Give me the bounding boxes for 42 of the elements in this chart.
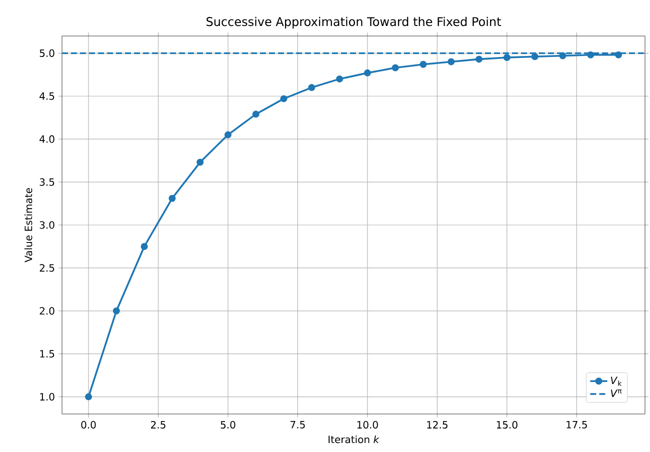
point <box>112 307 120 314</box>
point <box>252 110 260 118</box>
point <box>168 194 176 202</box>
x-tick-label: 7.5 <box>290 421 305 428</box>
point <box>420 60 427 68</box>
point <box>587 51 594 58</box>
y-tick-label: 4.0 <box>40 135 54 143</box>
y-tick-label: 3.0 <box>40 221 54 229</box>
y-tick-label: 1.5 <box>40 350 54 358</box>
point <box>531 53 538 60</box>
x-tick-label: 0.0 <box>81 421 96 429</box>
y-tick-label: 2.5 <box>40 264 54 272</box>
point <box>336 75 344 82</box>
x-axis-title: Iteration k <box>328 435 380 444</box>
x-tick-label: 15.0 <box>496 421 518 429</box>
point <box>559 52 566 60</box>
y-tick-label: 1.0 <box>40 393 54 401</box>
point <box>224 131 232 138</box>
point <box>448 58 455 66</box>
point <box>196 158 204 166</box>
point <box>85 393 92 400</box>
x-tick-label: 5.0 <box>220 421 236 429</box>
x-tick-label: 2.5 <box>151 421 166 429</box>
x-tick-label: 10.0 <box>357 421 378 429</box>
point <box>392 64 399 72</box>
y-tick-label: 3.5 <box>40 178 54 186</box>
point <box>140 242 148 250</box>
legend-label: V$^{π}$ <box>610 389 622 397</box>
y-tick-label: 4.5 <box>40 92 54 100</box>
chart-title: Successive Approximation Toward the Fixed Point <box>206 16 501 28</box>
legend-label: V$_{k}$ <box>610 376 622 386</box>
y-tick-label: 5.0 <box>40 49 54 57</box>
point <box>308 84 316 92</box>
x-tick-label: 17.5 <box>566 421 587 428</box>
point <box>476 56 483 63</box>
point <box>280 95 288 102</box>
x-tick-label: 12.5 <box>427 421 448 429</box>
point <box>364 69 371 76</box>
y-tick-label: 2.0 <box>40 307 54 315</box>
point <box>503 54 510 61</box>
point <box>615 51 622 58</box>
y-axis-title: Value Estimate <box>24 188 32 262</box>
